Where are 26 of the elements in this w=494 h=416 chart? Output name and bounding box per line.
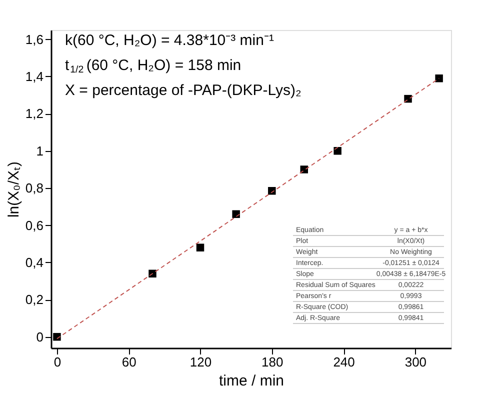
x-tick-label: 300 bbox=[404, 354, 427, 370]
x-axis-title: time / min bbox=[218, 372, 284, 390]
x-tick-label: 120 bbox=[190, 354, 212, 370]
point bbox=[53, 332, 61, 341]
y-tick-label: 0,2 bbox=[25, 292, 44, 308]
y-axis-title: ln(X₀/Xₜ) bbox=[5, 161, 22, 218]
point bbox=[196, 244, 204, 252]
x-tick-label: 240 bbox=[333, 354, 355, 370]
point bbox=[334, 147, 342, 155]
x-tick-label: 180 bbox=[262, 354, 284, 370]
y-tick-label: 0,6 bbox=[25, 218, 44, 233]
annotation: X = percentage of -PAP-(DKP-Lys)₂ bbox=[65, 82, 302, 99]
y-tick-label: 1 bbox=[36, 143, 44, 158]
point bbox=[232, 210, 240, 218]
y-tick-label: 0 bbox=[36, 329, 44, 344]
y-tick-label: 1,2 bbox=[25, 106, 44, 122]
point bbox=[268, 186, 276, 195]
y-tick-label: 1,6 bbox=[25, 32, 44, 47]
y-tick-label: 0,8 bbox=[25, 180, 44, 196]
point bbox=[435, 74, 443, 82]
y-tick-label: 1,4 bbox=[25, 68, 44, 84]
annotation: k(60 °C, H₂O) = 4.38*10⁻³ min⁻¹ bbox=[65, 32, 274, 49]
x-tick-label: 60 bbox=[122, 354, 136, 370]
y-tick-label: 0,4 bbox=[25, 254, 44, 270]
x-tick-label: 0 bbox=[54, 354, 62, 370]
point bbox=[148, 270, 156, 278]
